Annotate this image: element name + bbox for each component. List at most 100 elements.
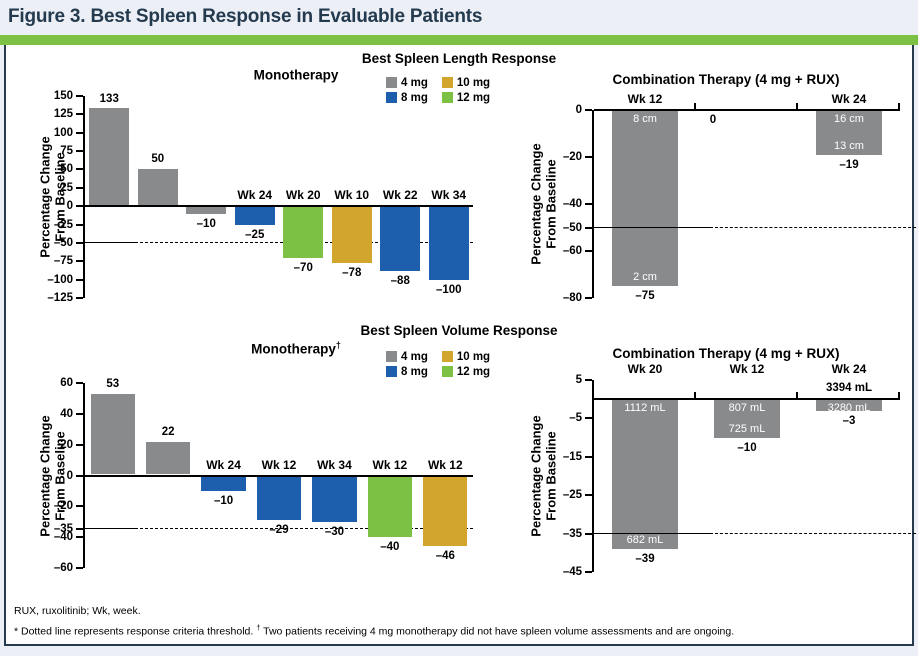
y-tick [76,278,83,281]
y-tick [585,417,592,420]
y-tick [76,186,83,189]
threshold-line-solid [594,226,710,228]
bar-inner-top-label: 16 cm [834,113,864,125]
bar-inner-top-label: 3280 mL [827,402,871,415]
bar [331,207,372,264]
chart-volume-combination: 5 –5 –15 –25 –35 –45 1112 mL 682 mL –39 Wk 20 807 … [563,363,916,578]
subtitle-text: Monotherapy [251,341,336,357]
bar-inner-top-label: 1112 mL [624,402,666,415]
legend-volume: 4 mg 8 mg 10 mg 12 mg [386,349,490,379]
bar: 8 cm 2 cm [612,111,678,287]
threshold-line-solid [594,532,710,534]
y-tick-label: 75 [60,145,73,158]
bar [367,476,412,538]
bar-week-label: Wk 24 [206,457,241,472]
y-tick [76,412,83,415]
legend-swatch [441,77,453,88]
y-tick-label: –35 [562,527,582,540]
bar-week-label: Wk 12 [427,457,463,472]
y-tick [76,223,83,226]
y-tick-label: –60 [53,562,73,574]
y-tick [76,113,83,116]
x-axis-top-tick [898,392,900,399]
bar-value-label: –10 [196,217,216,230]
y-tick-label: –50 [53,236,73,249]
legend-label: 10 mg [456,350,491,363]
y-axis-line [592,110,594,298]
legend-label: 8 mg [401,365,428,378]
legend-label: 10 mg [456,76,491,89]
chart-group-title-volume: Best Spleen Volume Response [360,323,558,338]
legend-label: 8 mg [401,91,428,104]
x-axis-top-tick [898,103,900,109]
bar: 16 cm 13 cm [816,111,882,155]
y-tick [585,109,592,111]
y-tick [76,536,83,539]
y-tick [76,382,83,384]
y-tick-label: –20 [53,500,73,513]
y-tick [585,532,592,535]
bar-value-label: –88 [390,274,410,287]
y-tick [76,168,83,171]
y-tick-label: 20 [60,438,73,451]
bar-value-label: –10 [213,494,234,507]
bar-value-label: –25 [245,228,265,241]
subtitle-text: Monotherapy [253,67,339,83]
bar [201,476,246,491]
x-axis-top-tick [694,103,696,109]
bar-value-label: –29 [269,524,289,537]
bar: 807 mL 725 mL [714,400,780,438]
bar: 3280 mL [816,400,882,415]
y-tick [585,297,592,299]
legend-swatch [441,366,453,377]
y-tick-label: –50 [562,221,582,234]
legend-item: 4 mg [386,349,428,364]
bar-value-label: 53 [106,377,120,390]
x-axis-line [85,474,473,477]
bar-week-label: Wk 24 [831,362,867,376]
bar [89,108,130,206]
subtitle-volume-monotherapy: Monotherapy† [86,340,506,357]
legend-swatch [386,351,397,362]
bar-value-label: –30 [324,525,345,538]
bar [380,207,421,271]
bar-week-label: Wk 34 [317,457,352,472]
bar-week-label: Wk 12 [372,457,408,472]
threshold-line-solid [85,241,135,243]
y-axis-line [83,383,85,568]
y-tick-label: 5 [575,374,582,386]
chart-group-title-length: Best Spleen Length Response [361,51,557,66]
legend-item: 4 mg [386,75,428,90]
y-tick-label: 150 [53,90,73,102]
chart-length-monotherapy: 150 125 100 75 50 25 0 –25 –50 –75 –100 –125 133 50 –1… [47,90,473,304]
bar-value-label: 50 [151,153,165,166]
threshold-line-dashed [710,226,916,228]
zero-value-label: 0 [709,114,717,126]
bar-value-label: –19 [839,158,859,171]
threshold-line-dashed [135,528,473,530]
y-tick-label: –20 [562,151,582,163]
bar [186,207,227,214]
bar [137,169,178,206]
y-tick-label: 60 [60,377,73,389]
y-tick-label: –40 [53,531,73,544]
y-axis-line [83,96,85,298]
bar-week-label: Wk 20 [627,362,663,376]
bar [428,207,469,280]
legend-item: 12 mg [441,364,490,379]
y-tick-label: –40 [562,198,582,210]
y-tick-label: 0 [66,200,73,213]
y-tick [585,494,592,497]
bar-value-label: –10 [737,441,757,454]
bar-inner-bottom-label: 13 cm [834,139,864,152]
y-tick-label: –75 [53,255,73,268]
chart-panel: Best Spleen Length Response Monotherapy … [4,45,916,646]
y-tick [585,455,592,458]
footnote-notes-text: * Dotted line represents response criter… [14,625,257,638]
y-tick-label: –45 [562,566,582,578]
y-tick-label: –80 [562,292,582,304]
bar-inner-bottom-label: 2 cm [633,271,657,284]
legend-item: 8 mg [386,90,428,105]
y-tick-label: –100 [47,273,73,286]
bar [145,441,191,475]
